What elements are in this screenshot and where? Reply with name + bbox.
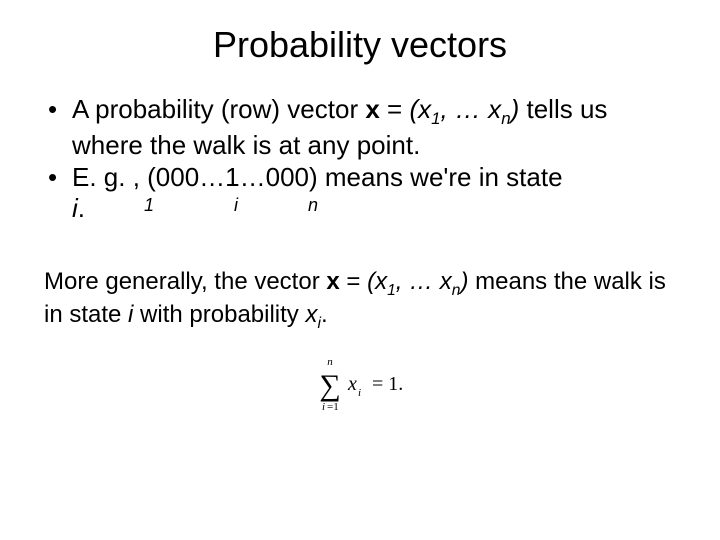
label-i: i xyxy=(234,195,238,217)
b1-vec-x: x xyxy=(365,94,379,124)
bullet-1: A probability (row) vector x = (x1, … xn… xyxy=(44,94,680,162)
more-lparen: (x xyxy=(367,268,387,295)
b1-text-a: A probability (row) vector xyxy=(72,94,365,124)
more-vec-x: x xyxy=(326,268,339,295)
sum-term-i: i xyxy=(358,387,361,399)
b2-text-a: E. g. , (000…1…000) means we're in state xyxy=(72,162,563,192)
more-c: = xyxy=(340,268,367,295)
sum-lower-var: i xyxy=(322,401,325,413)
sum-rhs: = 1. xyxy=(372,373,403,395)
label-n: n xyxy=(308,195,318,217)
more-h: with probability xyxy=(133,301,305,328)
sum-lower-eq: =1 xyxy=(327,401,339,413)
sum-term-x: x xyxy=(347,373,357,395)
b2-dot: . xyxy=(78,193,85,223)
slide: Probability vectors A probability (row) … xyxy=(0,0,720,540)
more-sub1: 1 xyxy=(387,282,396,299)
more-end: . xyxy=(321,301,328,328)
label-1: 1 xyxy=(144,195,154,217)
more-a: More generally, the vector xyxy=(44,268,326,295)
b1-mid: , … x xyxy=(441,94,502,124)
sum-upper: n xyxy=(327,356,333,368)
b1-lparen: (x xyxy=(409,94,431,124)
b1-text-c: = xyxy=(380,94,410,124)
slide-title: Probability vectors xyxy=(40,24,680,66)
bullet-2: E. g. , (000…1…000) means we're in state… xyxy=(44,162,680,225)
b1-subn: n xyxy=(501,109,510,128)
b1-sub1: 1 xyxy=(431,109,440,128)
sigma-symbol: ∑ xyxy=(319,369,340,402)
more-mid: , … x xyxy=(396,268,452,295)
more-xi-x: x xyxy=(305,301,317,328)
more-generally: More generally, the vector x = (x1, … xn… xyxy=(44,267,680,334)
summation-formula: n ∑ i =1 x i = 1. xyxy=(40,354,680,421)
b1-rparen: ) xyxy=(511,94,520,124)
bullet-list: A probability (row) vector x = (x1, … xn… xyxy=(44,94,680,225)
